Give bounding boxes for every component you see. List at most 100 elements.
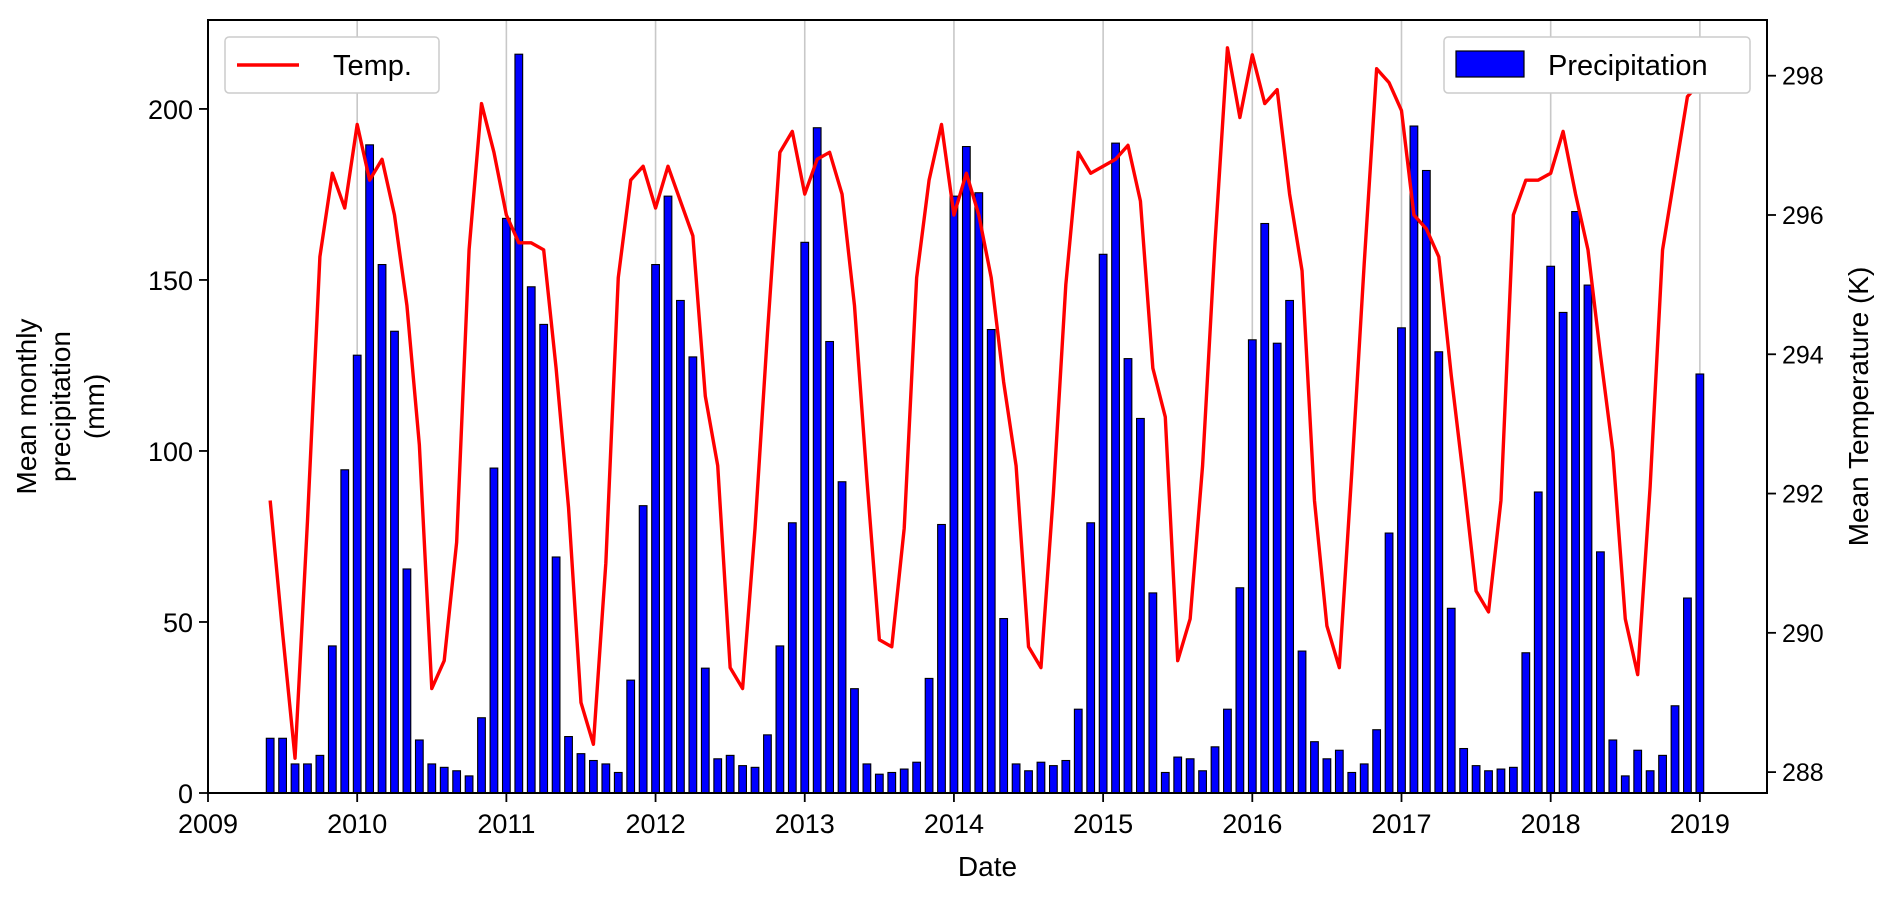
bar [501,217,511,794]
bar [1546,265,1556,794]
precipitation-bars [265,53,1705,794]
y2-tick-label: 290 [1782,620,1824,648]
bar [1260,222,1270,794]
bar [1160,771,1170,794]
y2-axis-label: Mean Temperature (K) [1843,267,1874,547]
legend-precipitation-label: Precipitation [1548,50,1708,82]
x-tick-label: 2018 [1521,809,1581,839]
bar [825,340,835,794]
bar [452,770,462,794]
bar [1310,741,1319,794]
bar [1397,327,1406,794]
bar [327,645,337,794]
bar [1484,770,1493,794]
bar [1633,749,1643,794]
bar [1683,597,1692,794]
bar [1508,766,1518,794]
bar [713,758,723,794]
bar [763,734,772,794]
y-axis-label-line: (mm) [79,374,110,439]
bar [775,645,785,794]
bar [315,754,325,794]
bar [1111,142,1120,794]
bar [725,754,735,794]
bar [1459,747,1469,794]
bar [676,299,685,794]
bar [1446,607,1456,794]
bar [1136,417,1145,794]
bar [850,688,859,794]
bar [800,241,810,794]
bar [1223,708,1232,794]
x-tick-label: 2012 [626,809,686,839]
bar [464,775,474,794]
bar [949,195,959,794]
bar [1608,739,1618,794]
bar [1558,311,1568,794]
bar [1285,299,1295,794]
bar [1384,532,1394,794]
bar [1185,758,1195,794]
bar [613,771,623,794]
bar [638,505,648,794]
bar [1123,358,1133,794]
bar [340,469,350,794]
x-axis-label: Date [958,851,1017,882]
bar [1247,339,1257,794]
y2-tick-label: 288 [1782,759,1824,787]
x-tick-label: 2013 [775,809,835,839]
x-tick-label: 2015 [1073,809,1133,839]
bar [1098,253,1108,794]
bar [352,354,362,794]
bar [1235,587,1245,794]
bar [1521,652,1531,794]
x-tick-label: 2017 [1371,809,1431,839]
bar [1210,746,1220,794]
bar [1434,351,1444,794]
bar [812,127,822,794]
bar [402,568,412,794]
bar [999,618,1009,794]
bar [290,763,300,794]
bar [427,763,437,794]
bar [1086,522,1096,794]
y-axis-label-line: Mean monthly [11,319,42,495]
legend-temperature-label: Temp. [333,50,412,82]
y-axis-label-line: precipitation [45,331,76,482]
bar [1173,756,1183,794]
axes: 2009 2010 2011 2012 2013 2014 2015 2016 2017 2018… [148,63,1824,839]
bar [1421,169,1431,794]
temperature-line [268,46,1702,760]
bar [564,736,573,794]
bar [750,766,760,794]
bar [1048,765,1058,794]
y-tick-label: 150 [148,266,193,296]
y-tick-label: 100 [148,437,193,467]
y2-tick-label: 296 [1782,202,1824,230]
bar [439,766,449,794]
bar [738,765,747,794]
bar [1645,770,1655,794]
bar [477,717,486,794]
bar [1024,770,1033,794]
bar [986,328,996,794]
y-tick-label: 50 [163,608,193,638]
bar [1658,754,1667,794]
bar [303,763,312,794]
bar [1198,770,1207,794]
bar [974,192,984,794]
bar [1409,125,1419,794]
bar [514,53,524,794]
y2-tick-label: 298 [1782,63,1824,91]
y-tick-label: 0 [178,779,193,809]
bar [1359,763,1369,794]
bar [1620,775,1630,794]
x-tick-label: 2011 [477,809,535,839]
bar [961,146,971,794]
bar [862,763,872,794]
bar [539,323,549,794]
bar [1583,284,1593,794]
bar [626,679,636,794]
bar [1670,705,1680,794]
legend-temperature: Temp. [224,36,440,94]
